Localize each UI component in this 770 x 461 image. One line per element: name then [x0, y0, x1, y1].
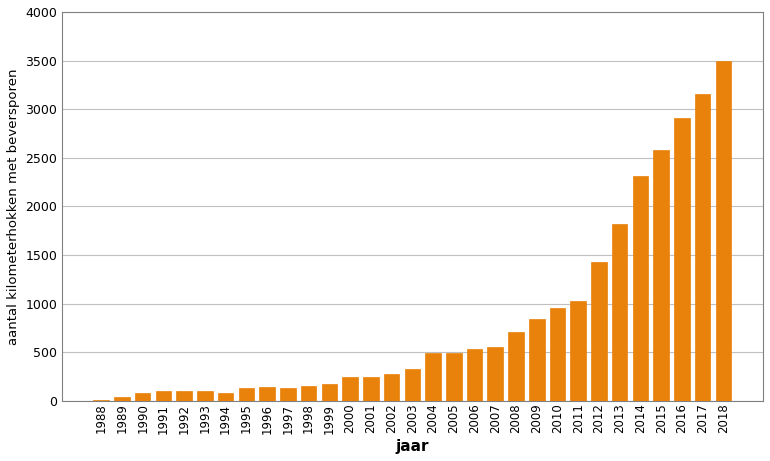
Bar	[529, 319, 544, 401]
Bar	[404, 369, 420, 401]
Bar	[301, 386, 316, 401]
Bar	[343, 378, 358, 401]
Bar	[197, 391, 213, 401]
Bar	[715, 60, 732, 401]
Bar	[363, 377, 379, 401]
Bar	[467, 349, 482, 401]
Bar	[612, 224, 628, 401]
Bar	[156, 391, 171, 401]
Bar	[114, 397, 129, 401]
Bar	[239, 388, 254, 401]
Bar	[176, 391, 192, 401]
Bar	[550, 308, 565, 401]
Bar	[218, 393, 233, 401]
Bar	[135, 393, 150, 401]
Y-axis label: aantal kilometerhokken met beversporen: aantal kilometerhokken met beversporen	[7, 68, 20, 344]
Bar	[322, 384, 337, 401]
Bar	[674, 118, 690, 401]
Bar	[654, 150, 669, 401]
Bar	[446, 353, 461, 401]
Bar	[633, 176, 648, 401]
Bar	[591, 262, 607, 401]
Bar	[93, 400, 109, 401]
Bar	[571, 301, 586, 401]
X-axis label: jaar: jaar	[396, 439, 429, 454]
Bar	[695, 94, 711, 401]
Bar	[259, 387, 275, 401]
Bar	[425, 353, 440, 401]
Bar	[280, 388, 296, 401]
Bar	[508, 332, 524, 401]
Bar	[487, 347, 503, 401]
Bar	[383, 374, 400, 401]
